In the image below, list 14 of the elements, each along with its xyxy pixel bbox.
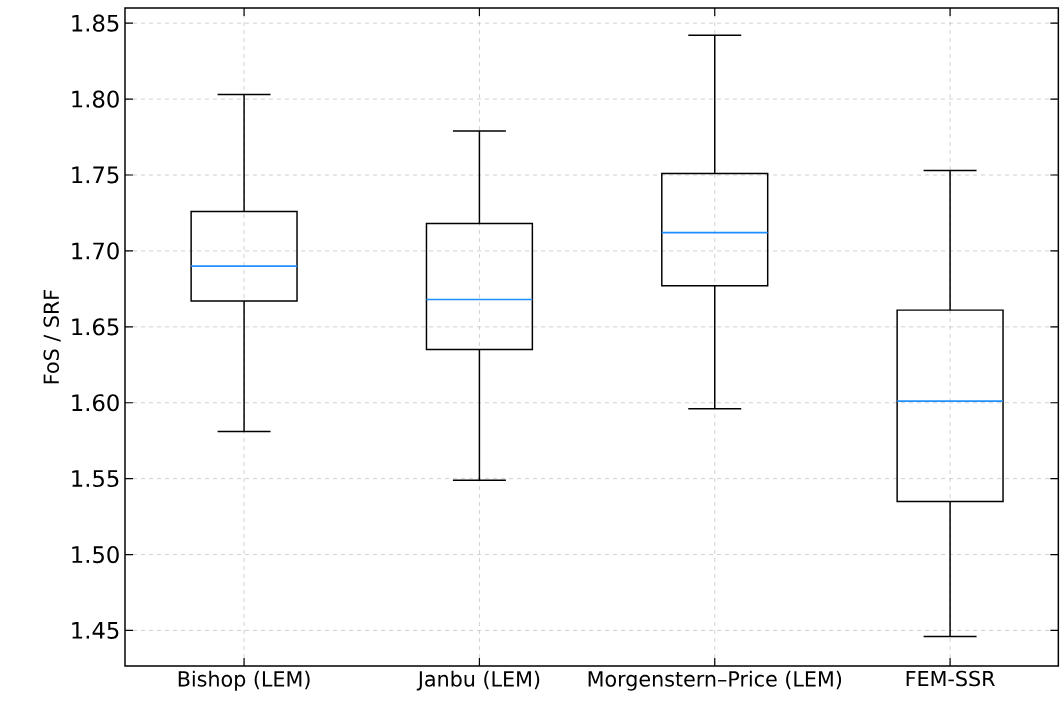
- y-tick-label: 1.50: [72, 545, 119, 564]
- y-tick-label: 1.55: [72, 470, 119, 488]
- y-tick-label: 1.85: [72, 14, 119, 32]
- y-tick-label: 1.80: [72, 90, 119, 108]
- x-tick-label: Morgenstern–Price (LEM): [588, 670, 842, 691]
- y-tick-label: 1.70: [72, 242, 119, 260]
- x-tick-label: Bishop (LEM): [178, 670, 310, 691]
- y-tick-label: 1.65: [72, 318, 119, 336]
- x-tick-label: Janbu (LEM): [416, 670, 540, 691]
- y-axis-title: FoS / SRF: [43, 290, 61, 384]
- x-tick-label: FEM-SSR: [906, 670, 995, 687]
- y-tick-label: 1.60: [72, 394, 119, 412]
- y-tick-label: 1.45: [72, 622, 119, 639]
- y-tick-label: 1.75: [72, 166, 119, 184]
